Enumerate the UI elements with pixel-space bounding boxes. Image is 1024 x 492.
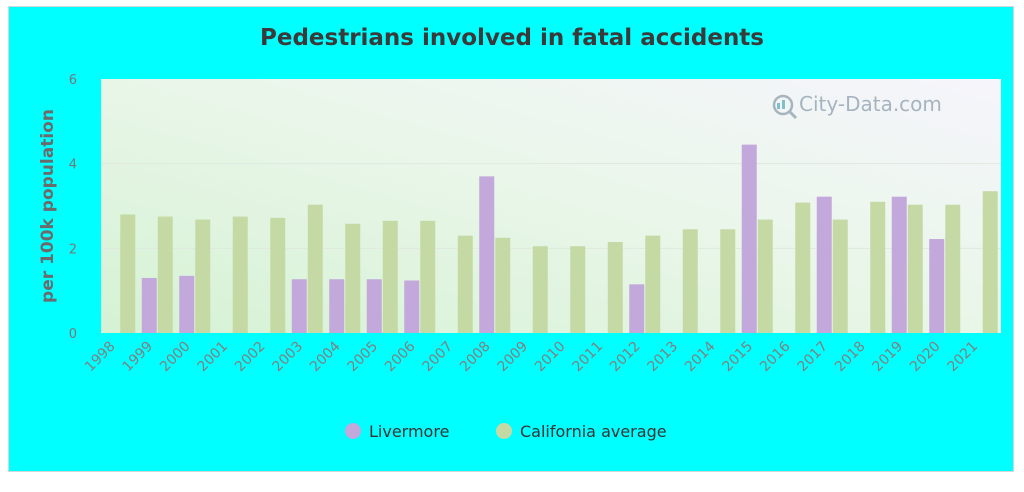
bar-california-2013 [682,229,698,333]
bar-california-2016 [795,202,811,333]
x-tick-label: 2013 [645,339,682,376]
bar-california-2019 [907,204,923,333]
legend-label-california: California average [520,422,667,441]
bar-livermore-2020 [929,239,945,333]
bar-livermore-2012 [629,284,645,333]
x-tick-label: 1998 [82,339,119,376]
bar-california-2008 [495,237,511,333]
bar-california-2020 [945,204,961,333]
bar-livermore-1999 [141,277,157,333]
bar-california-2015 [757,219,773,333]
chart-frame: Pedestrians involved in fatal accidents … [8,6,1014,472]
x-tick-label: 2014 [682,338,719,375]
legend: Livermore California average [345,422,667,441]
bar-california-2003 [307,204,323,333]
bar-california-2000 [195,219,211,333]
bar-california-2012 [645,235,661,333]
watermark-text: City-Data.com [799,92,942,116]
x-tick-label: 2012 [607,339,644,376]
x-tick-label: 2001 [195,339,232,376]
legend-label-livermore: Livermore [369,422,449,441]
y-axis-label: per 100k population [38,109,58,303]
bar-california-2014 [720,229,736,333]
x-tick-label: 2009 [495,339,532,376]
bar-livermore-2008 [479,176,495,333]
bar-chart: Pedestrians involved in fatal accidents … [38,25,1001,441]
x-tick-label: 2004 [307,338,344,375]
x-tick-label: 2010 [532,339,569,376]
x-tick-label: 1999 [120,339,157,376]
plot-area [101,79,1001,333]
x-tick-label: 2002 [232,339,269,376]
bar-california-2018 [870,201,886,333]
chart-title: Pedestrians involved in fatal accidents [260,25,764,51]
bar-california-2006 [420,220,436,333]
bar-california-1999 [157,216,173,333]
legend-swatch-livermore [345,423,361,439]
bar-california-2011 [607,241,623,333]
bar-california-2017 [832,219,848,333]
bar-california-2007 [457,235,473,333]
x-tick-label: 2019 [870,339,907,376]
x-tick-label: 2000 [157,339,194,376]
x-tick-label: 2003 [270,339,307,376]
bar-livermore-2003 [291,279,307,333]
y-tick-label: 4 [69,158,77,173]
x-tick-label: 2015 [720,339,757,376]
y-tick-label: 0 [69,327,77,342]
bar-california-2005 [382,220,398,333]
bar-livermore-2017 [816,196,832,333]
bar-california-2009 [532,246,548,333]
bar-livermore-2005 [366,279,382,333]
x-tick-label: 2006 [382,338,419,375]
bar-california-2002 [270,217,286,333]
bar-livermore-2015 [741,144,757,333]
bar-california-2004 [345,223,361,333]
y-tick-label: 2 [69,242,77,257]
x-tick-label: 2017 [795,339,832,376]
x-tick-label: 2007 [420,339,457,376]
bar-california-1998 [120,214,136,333]
x-tick-label: 2005 [345,339,382,376]
y-tick-label: 6 [69,73,77,88]
bar-livermore-2006 [404,280,420,333]
legend-swatch-california [496,423,512,439]
bar-livermore-2004 [329,279,345,333]
x-tick-label: 2021 [945,339,982,376]
watermark: City-Data.com [772,92,942,120]
x-tick-label: 2016 [757,338,794,375]
x-tick-label: 2008 [457,339,494,376]
x-tick-label: 2011 [570,339,607,376]
bar-livermore-2000 [179,275,195,333]
bar-livermore-2019 [891,196,907,333]
x-tick-label: 2020 [907,339,944,376]
x-tick-label: 2018 [832,339,869,376]
watermark-logo-icon [772,94,798,120]
bar-california-2021 [982,191,998,333]
bar-california-2001 [232,216,248,333]
bar-california-2010 [570,246,586,333]
